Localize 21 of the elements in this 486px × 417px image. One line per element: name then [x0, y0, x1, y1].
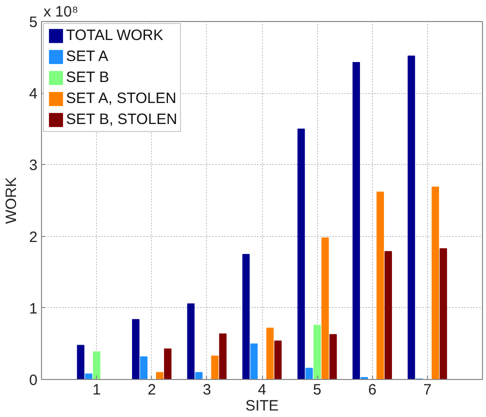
- legend-label: SET A, STOLEN: [66, 90, 176, 107]
- x-tick-label: 2: [148, 382, 156, 398]
- x-tick-label: 1: [92, 382, 101, 398]
- y-tick-label: 5: [29, 14, 38, 31]
- y-tick-label: 0: [29, 372, 38, 389]
- x-tick-label: 7: [423, 382, 432, 398]
- y-tick-label: 4: [29, 86, 38, 103]
- x-axis-title: SITE: [245, 398, 279, 414]
- x-tick-label: 3: [202, 382, 212, 398]
- y-tick-label: 1: [29, 300, 38, 318]
- legend-label: SET B, STOLEN: [66, 111, 178, 128]
- legend-label: SET A: [66, 48, 108, 65]
- y-tick-label: 3: [29, 157, 38, 174]
- legend-label: SET B: [66, 69, 110, 86]
- legend-label: TOTAL WORK: [66, 27, 164, 44]
- text: x 10⁸: [44, 4, 78, 20]
- x-tick-label: 5: [312, 382, 322, 398]
- y-tick-label: 2: [29, 228, 38, 246]
- y-axis-title: WORK: [3, 177, 20, 224]
- x-tick-label: 6: [368, 382, 376, 398]
- x-tick-label: 4: [258, 382, 266, 398]
